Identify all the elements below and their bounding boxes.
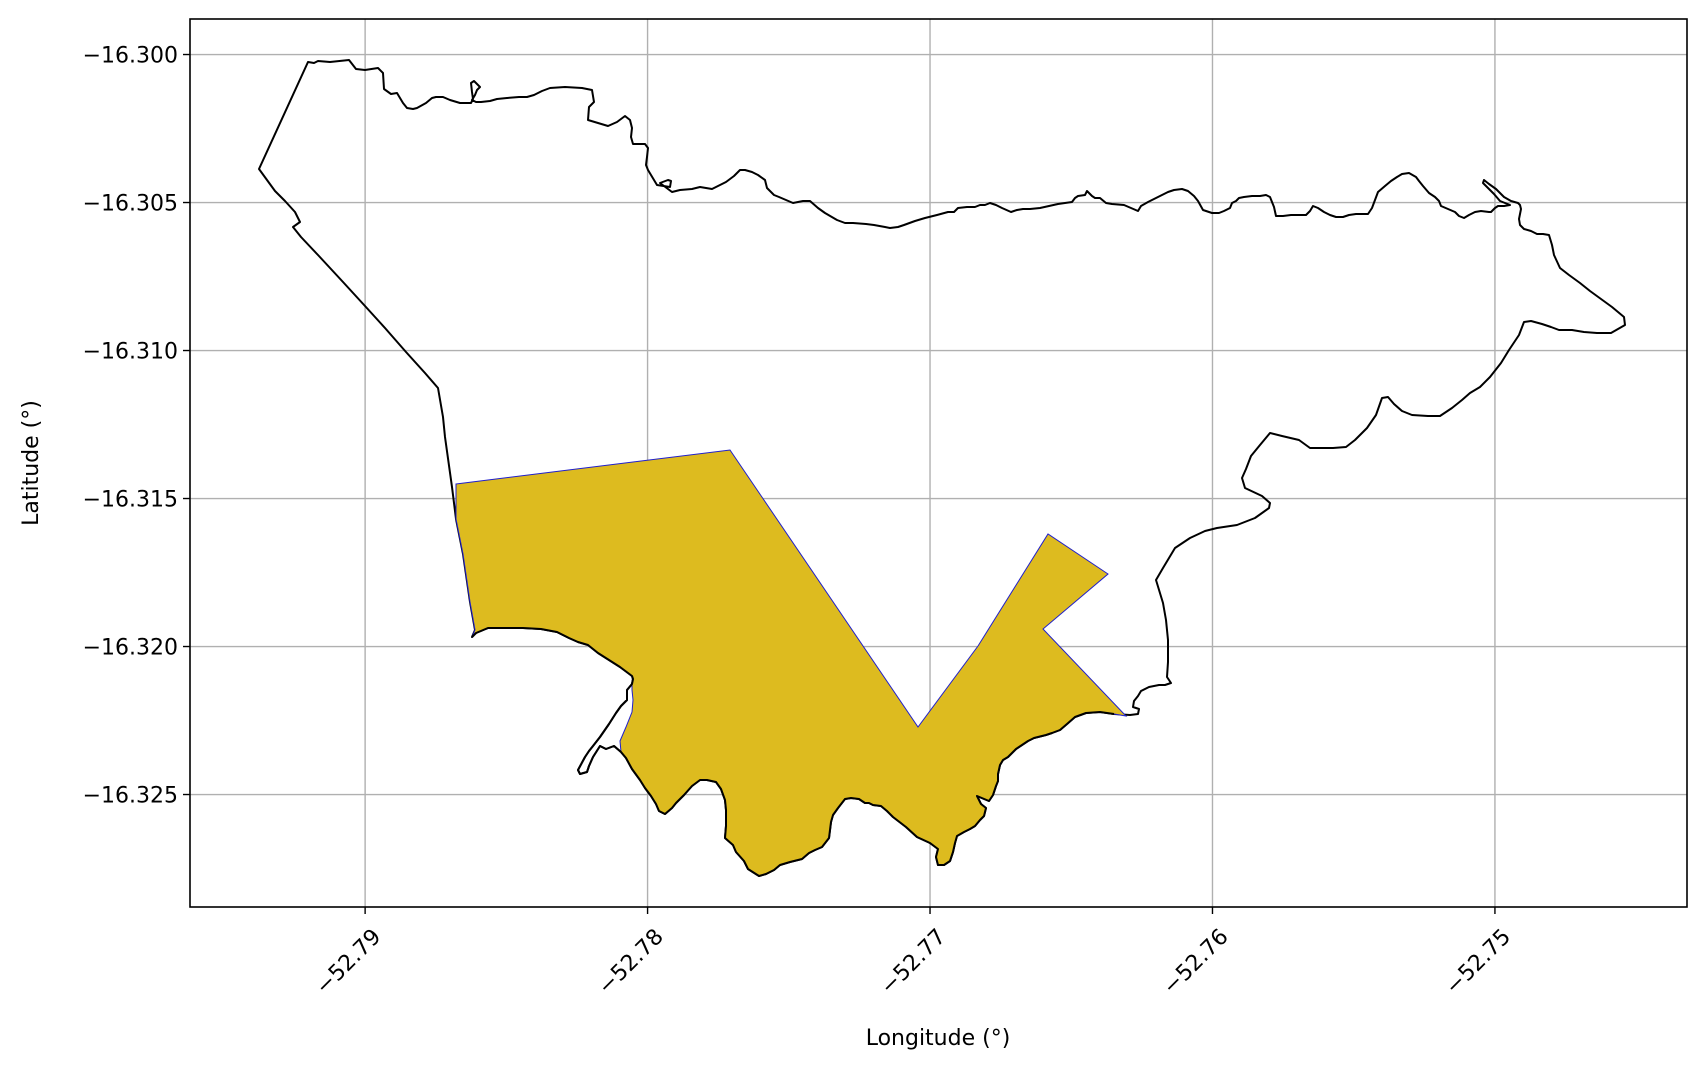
y-tick-label: −16.310: [83, 340, 178, 365]
x-axis-label: Longitude (°): [866, 1026, 1011, 1051]
map-shapes: [258, 59, 1626, 877]
y-axis-ticks: −16.300 −16.305 −16.310 −16.315 −16.320 −16.3…: [83, 44, 190, 809]
y-axis-label: Latitude (°): [19, 400, 44, 526]
y-tick-label: −16.305: [83, 192, 178, 217]
plot-frame: [189, 18, 1688, 908]
y-tick-label: −16.325: [83, 784, 178, 809]
boundary-south-coast: [471, 627, 1115, 877]
grid-lines: [190, 19, 1687, 907]
y-tick-label: −16.320: [83, 636, 178, 661]
y-tick-label: −16.315: [83, 488, 178, 513]
y-tick-label: −16.300: [83, 44, 178, 69]
